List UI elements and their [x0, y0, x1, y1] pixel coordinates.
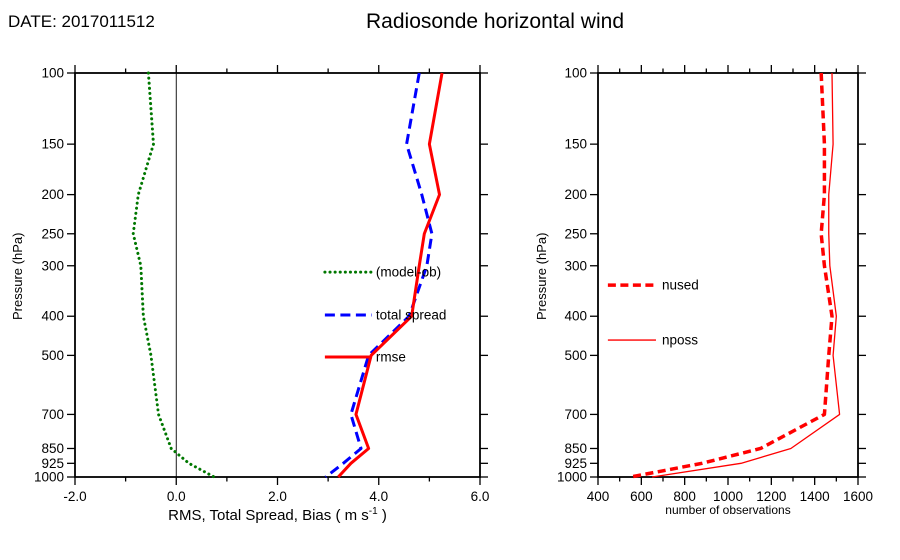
svg-text:250: 250 — [41, 226, 64, 241]
left-xaxis-label-sup: -1 — [368, 506, 378, 517]
legend-label: total spread — [376, 307, 447, 322]
svg-text:150: 150 — [41, 137, 64, 152]
svg-text:850: 850 — [564, 441, 587, 456]
axes-ticks — [590, 65, 866, 485]
left-yaxis-label: Pressure (hPa) — [10, 232, 25, 320]
tick-labels: -2.0 0.0 2.0 4.0 6.0 100 150 200 250 300 400 500 700… — [34, 66, 489, 505]
legend-label: nused — [662, 278, 699, 293]
svg-text:400: 400 — [564, 309, 587, 324]
svg-text:300: 300 — [41, 258, 64, 273]
series-line-total-spread — [324, 72, 434, 479]
svg-text:200: 200 — [41, 187, 64, 202]
svg-text:1600: 1600 — [843, 489, 873, 504]
svg-text:1000: 1000 — [34, 470, 64, 485]
svg-text:500: 500 — [41, 348, 64, 363]
left-xaxis-label: RMS, Total Spread, Bias ( m s-1 ) — [75, 506, 480, 524]
svg-text:0.0: 0.0 — [167, 489, 186, 504]
svg-text:4.0: 4.0 — [369, 489, 388, 504]
right-xaxis-label: number of observations — [665, 503, 791, 517]
left-xaxis-label-text: RMS, Total Spread, Bias ( m s — [168, 507, 369, 524]
svg-text:1200: 1200 — [756, 489, 786, 504]
svg-text:400: 400 — [41, 309, 64, 324]
svg-text:800: 800 — [673, 489, 696, 504]
series-line-nused — [630, 72, 834, 479]
legend: (model-ob) total spread rmse — [323, 265, 447, 365]
legend: nused nposs — [607, 278, 699, 348]
svg-text:-2.0: -2.0 — [63, 489, 86, 504]
svg-text:700: 700 — [564, 407, 587, 422]
svg-text:500: 500 — [564, 348, 587, 363]
series-group — [630, 72, 841, 479]
left-panel: -2.0 0.0 2.0 4.0 6.0 100 150 200 250 300 400 500 700… — [34, 65, 489, 504]
svg-text:1000: 1000 — [713, 489, 743, 504]
svg-text:850: 850 — [41, 441, 64, 456]
date-label: DATE: 2017011512 — [8, 12, 155, 31]
svg-text:1000: 1000 — [557, 470, 587, 485]
plot-frame — [597, 72, 859, 478]
svg-text:2.0: 2.0 — [268, 489, 287, 504]
right-panel: 400 600 800 1000 1200 1400 1600 100 150 200 250 300… — [557, 65, 873, 504]
legend-label: nposs — [662, 333, 698, 348]
left-xaxis-label-post: ) — [377, 507, 387, 524]
axes-ticks — [67, 65, 488, 485]
series-line-nposs — [652, 72, 841, 478]
svg-text:300: 300 — [564, 258, 587, 273]
series-group — [131, 71, 444, 479]
svg-text:150: 150 — [564, 137, 587, 152]
svg-text:6.0: 6.0 — [471, 489, 490, 504]
svg-text:700: 700 — [41, 407, 64, 422]
svg-text:100: 100 — [564, 66, 587, 81]
svg-text:925: 925 — [41, 456, 64, 471]
tick-labels: 400 600 800 1000 1200 1400 1600 100 150 200 250 300… — [557, 66, 873, 505]
svg-text:200: 200 — [564, 187, 587, 202]
series-line-model-ob — [131, 71, 216, 479]
legend-label: (model-ob) — [376, 265, 441, 280]
svg-text:925: 925 — [564, 456, 587, 471]
series-line-rmse — [337, 72, 444, 479]
svg-text:600: 600 — [630, 489, 653, 504]
right-yaxis-label: Pressure (hPa) — [534, 232, 549, 320]
svg-text:250: 250 — [564, 226, 587, 241]
chart-title: Radiosonde horizontal wind — [366, 10, 624, 33]
legend-label: rmse — [376, 350, 406, 365]
svg-text:1400: 1400 — [800, 489, 830, 504]
svg-text:100: 100 — [41, 66, 64, 81]
svg-text:400: 400 — [587, 489, 610, 504]
